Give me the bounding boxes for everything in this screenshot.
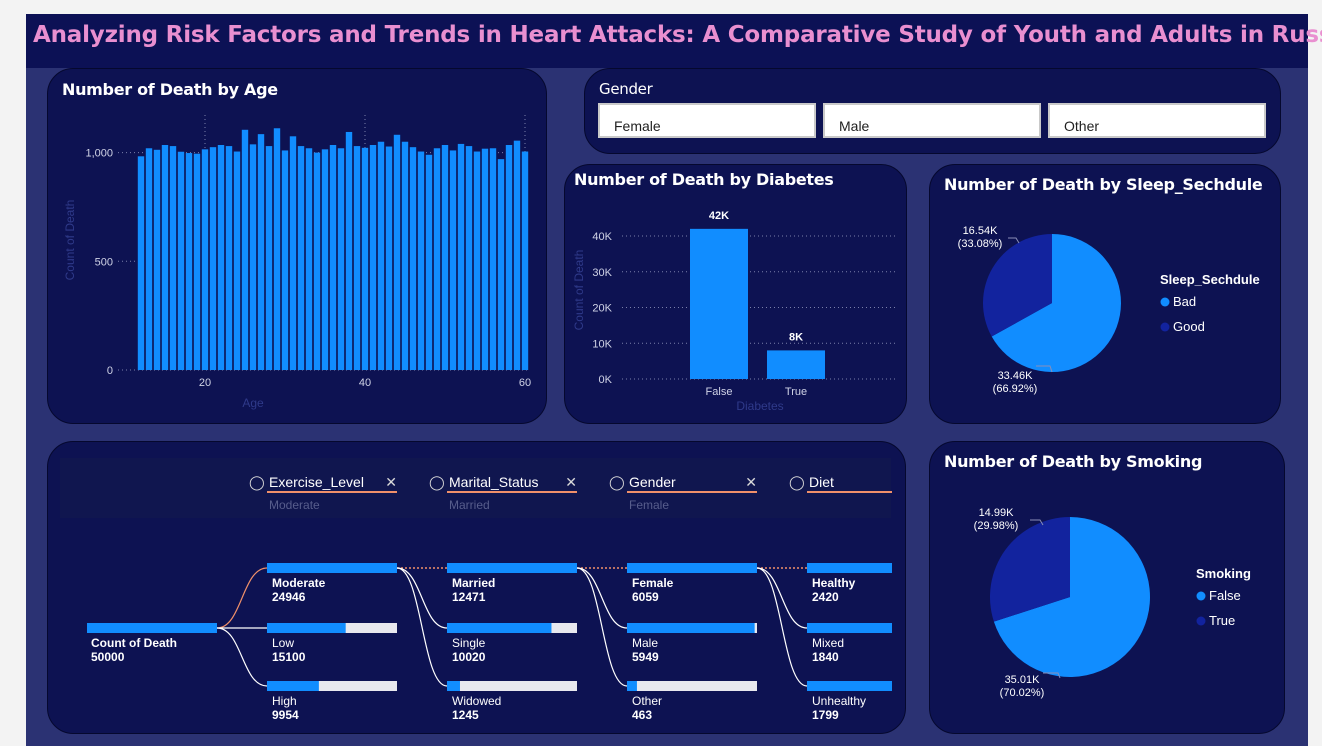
filter-marital-status[interactable]: ◯ Marital_Status ✕ Married <box>429 474 577 512</box>
lightbulb-icon: ◯ <box>609 474 625 490</box>
lightbulb-icon: ◯ <box>429 474 445 490</box>
sleep-chart-panel <box>929 164 1281 424</box>
filter-selected-value: Moderate <box>269 498 320 512</box>
smoking-chart-panel <box>929 441 1285 734</box>
age-chart-title: Number of Death by Age <box>62 80 278 99</box>
decomposition-filter-bar <box>60 458 891 518</box>
close-icon[interactable]: ✕ <box>745 474 757 490</box>
smoking-chart-title: Number of Death by Smoking <box>944 452 1203 471</box>
close-icon[interactable]: ✕ <box>565 474 577 490</box>
gender-option-female[interactable]: Female <box>598 103 816 138</box>
filter-exercise-level[interactable]: ◯ Exercise_Level ✕ Moderate <box>249 474 397 512</box>
lightbulb-icon: ◯ <box>789 474 805 490</box>
lightbulb-icon: ◯ <box>249 474 265 490</box>
filter-field-name: Exercise_Level <box>267 474 397 493</box>
filter-gender[interactable]: ◯ Gender ✕ Female <box>609 474 757 512</box>
filter-field-name: Gender <box>627 474 757 493</box>
filter-field-name: Diet <box>807 474 892 493</box>
gender-option-male[interactable]: Male <box>823 103 1041 138</box>
age-chart-panel <box>47 68 547 424</box>
close-icon[interactable]: ✕ <box>385 474 397 490</box>
sleep-chart-title: Number of Death by Sleep_Sechdule <box>944 175 1263 194</box>
filter-selected-value: Married <box>449 498 490 512</box>
gender-option-other[interactable]: Other <box>1048 103 1266 138</box>
filter-selected-value: Female <box>629 498 670 512</box>
gender-slicer-title: Gender <box>599 80 653 98</box>
filter-diet[interactable]: ◯ Diet <box>789 474 892 493</box>
diabetes-chart-title: Number of Death by Diabetes <box>574 170 834 189</box>
page-title: Analyzing Risk Factors and Trends in Hea… <box>33 22 1322 48</box>
filter-field-name: Marital_Status <box>447 474 577 493</box>
diabetes-chart-panel <box>564 164 907 424</box>
title-bar <box>26 14 1308 68</box>
